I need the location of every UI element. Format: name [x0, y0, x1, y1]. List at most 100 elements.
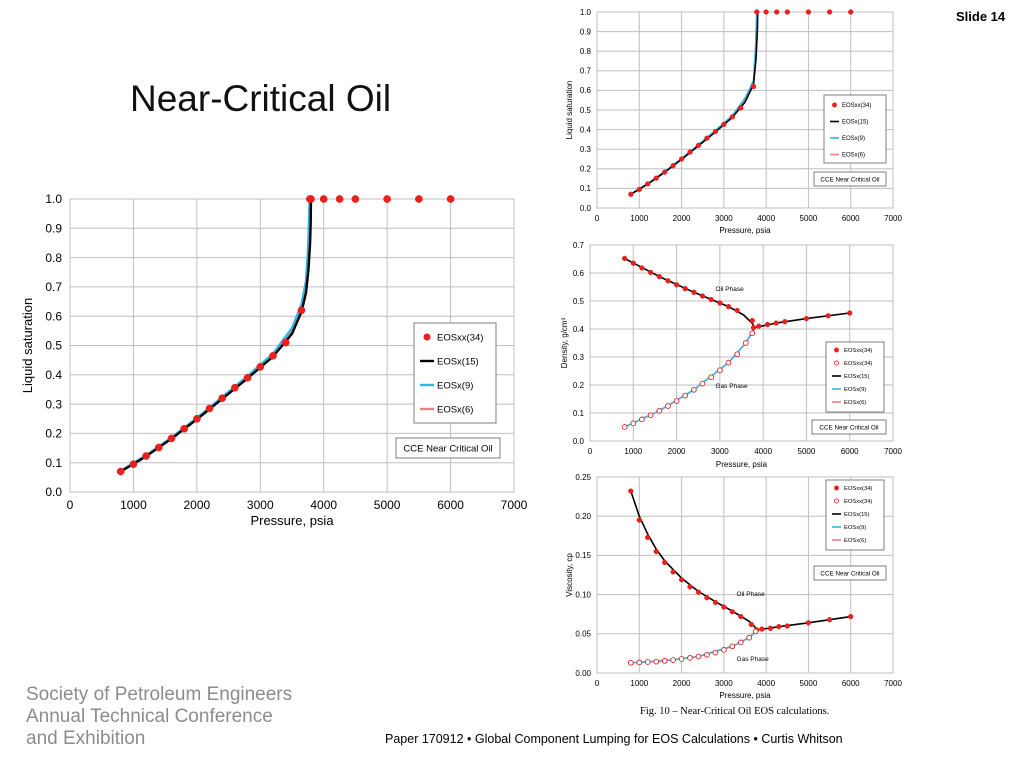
data-point — [695, 589, 702, 595]
x-tick-label: 6000 — [841, 447, 859, 456]
data-point-open — [647, 412, 654, 419]
data-point-open — [673, 398, 680, 404]
x-tick-label: 3000 — [247, 498, 274, 512]
x-tick-label: 6000 — [437, 498, 464, 512]
data-point — [630, 260, 636, 266]
y-tick-label: 0.1 — [45, 456, 62, 470]
y-tick-label: 0.6 — [45, 309, 62, 323]
y-tick-label: 0.5 — [573, 297, 585, 306]
legend-label: EOSxx(34) — [842, 103, 871, 109]
data-point — [848, 613, 854, 620]
x-tick-label: 1000 — [630, 214, 648, 223]
legend-marker — [834, 485, 839, 491]
data-point — [776, 624, 782, 630]
caption-box — [813, 565, 887, 581]
legend-label: EOSx(9) — [844, 387, 866, 393]
y-tick-label: 0.0 — [45, 485, 62, 499]
x-axis-title: Pressure, psia — [250, 513, 334, 528]
data-point-open — [708, 374, 715, 381]
data-point — [383, 195, 391, 203]
data-point — [784, 9, 790, 15]
data-point — [665, 278, 671, 284]
y-tick-label: 0.10 — [575, 590, 591, 599]
data-point — [759, 626, 765, 632]
data-point — [682, 286, 688, 292]
legend-label: EOSx(15) — [437, 356, 479, 367]
data-point — [653, 548, 659, 555]
data-point — [335, 195, 344, 203]
data-point-open — [752, 628, 759, 635]
data-point — [180, 424, 189, 433]
x-tick-label: 3000 — [715, 214, 733, 223]
x-tick-label: 0 — [588, 447, 593, 456]
data-point-open — [712, 649, 719, 656]
x-tick-label: 7000 — [884, 214, 902, 223]
y-tick-label: 0.5 — [45, 339, 62, 353]
legend-label: EOSx(9) — [842, 136, 865, 142]
data-point — [750, 324, 757, 331]
legend-label: EOSx(15) — [842, 120, 868, 126]
data-point-open — [678, 656, 685, 662]
data-point — [231, 383, 239, 392]
data-point-open — [721, 647, 727, 653]
y-tick-label: 0.7 — [45, 280, 62, 294]
data-point — [670, 569, 676, 575]
data-point — [721, 121, 727, 127]
y-tick-label: 0.7 — [580, 67, 592, 76]
data-point — [167, 434, 176, 443]
x-tick-label: 1000 — [624, 447, 642, 456]
x-tick-label: 5000 — [800, 214, 818, 223]
x-tick-label: 6000 — [842, 679, 860, 688]
data-point — [636, 186, 642, 193]
logo-line: Annual Technical Conference — [26, 706, 273, 727]
data-point — [662, 169, 668, 175]
x-tick-label: 4000 — [757, 679, 775, 688]
data-point-open — [725, 359, 732, 366]
data-point — [269, 351, 277, 360]
data-point — [825, 313, 831, 319]
logo-line: Society of Petroleum Engineers — [26, 684, 293, 705]
x-tick-label: 1000 — [120, 498, 147, 512]
data-point — [691, 289, 697, 295]
data-point — [826, 9, 833, 15]
data-point — [729, 114, 735, 120]
data-point — [805, 9, 812, 15]
data-point — [738, 613, 744, 620]
legend-label: EOSx(9) — [844, 525, 866, 531]
data-point — [446, 195, 455, 203]
data-point — [750, 83, 757, 90]
x-tick-label: 0 — [595, 214, 600, 223]
legend-label: EOSxx(34) — [844, 499, 872, 505]
data-point — [281, 338, 290, 347]
data-point — [805, 620, 812, 626]
data-point — [351, 195, 360, 203]
data-point — [754, 9, 760, 15]
y-tick-label: 0.00 — [575, 669, 591, 678]
data-point-open — [717, 367, 723, 374]
data-point — [656, 273, 662, 280]
legend-marker — [834, 347, 839, 353]
data-point — [695, 142, 702, 148]
y-tick-label: 0.9 — [45, 222, 62, 236]
legend-label: EOSx(9) — [437, 380, 473, 391]
y-tick-label: 0.4 — [45, 368, 62, 382]
data-point-open — [742, 340, 749, 346]
data-point-open — [695, 653, 702, 660]
data-point — [116, 467, 125, 476]
x-tick-label: 6000 — [842, 214, 860, 223]
legend-marker — [423, 333, 431, 341]
data-point — [415, 195, 423, 203]
caption-box-label: CCE Near Critical Oil — [819, 424, 878, 431]
x-tick-label: 3000 — [715, 679, 733, 688]
x-axis-title: Pressure, psia — [716, 460, 768, 469]
phase-annotation: Gas Phase — [737, 656, 770, 663]
data-point — [803, 315, 810, 322]
x-tick-label: 2000 — [668, 447, 686, 456]
data-point — [782, 319, 788, 325]
slide-title: Near-Critical Oil — [130, 78, 392, 119]
data-point — [129, 460, 138, 469]
data-point — [653, 175, 659, 181]
data-point — [763, 9, 769, 15]
data-point — [628, 191, 634, 197]
y-tick-label: 0.4 — [580, 125, 592, 134]
